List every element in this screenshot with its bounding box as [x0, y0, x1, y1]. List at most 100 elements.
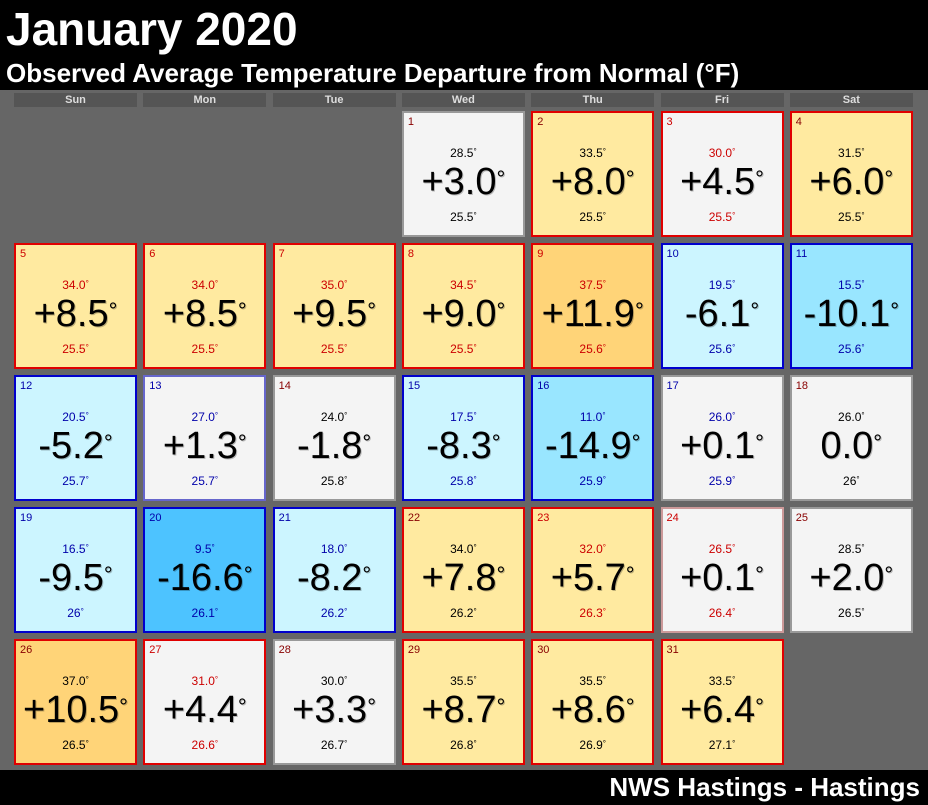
normal-temp: 25.6°: [792, 342, 911, 356]
departure: +9.5°: [275, 293, 394, 336]
observed-temp: 15.5°: [792, 278, 911, 292]
observed-temp: 33.5°: [663, 674, 782, 688]
departure-value: +3.0: [421, 161, 497, 203]
normal-value: 25.9: [579, 474, 603, 488]
degree-symbol: °: [108, 298, 118, 323]
degree-symbol: °: [367, 694, 377, 719]
departure: +8.5°: [145, 293, 264, 336]
departure-value: -16.6: [157, 557, 244, 599]
day-cell: 26 37.0° +10.5° 26.5°: [14, 639, 137, 765]
day-number: 5: [20, 248, 27, 260]
normal-temp: 25.5°: [404, 342, 523, 356]
day-cell: 8 34.5° +9.0° 25.5°: [401, 243, 525, 369]
observed-value: 26.0: [838, 410, 862, 424]
normal-value: 25.5: [62, 342, 86, 356]
departure: +8.0°: [533, 161, 652, 204]
departure-value: +1.3: [162, 425, 238, 467]
degree-symbol: °: [625, 694, 635, 719]
day-number: 9: [537, 248, 544, 260]
day-number: 13: [149, 380, 162, 392]
degree-symbol: °: [602, 607, 606, 616]
degree-symbol: °: [861, 147, 865, 156]
degree-symbol: °: [755, 430, 764, 455]
degree-symbol: °: [755, 166, 764, 191]
degree-symbol: °: [344, 607, 348, 616]
day-cell: 18 26.0° 0.0° 26°: [789, 375, 913, 501]
normal-value: 25.7: [62, 474, 86, 488]
departure-value: -8.3: [426, 425, 492, 467]
degree-symbol: °: [732, 475, 736, 484]
day-number: 15: [407, 380, 421, 392]
observed-temp: 37.5°: [533, 278, 652, 292]
degree-symbol: °: [602, 343, 606, 352]
day-cell: 23 32.0° +5.7° 26.3°: [531, 507, 655, 633]
degree-symbol: °: [473, 675, 477, 684]
normal-temp: 27.1°: [663, 738, 782, 752]
departure-value: 0.0: [820, 425, 874, 467]
departure: +3.3°: [275, 689, 394, 732]
degree-symbol: °: [625, 562, 635, 587]
day-number: 26: [20, 644, 33, 656]
normal-temp: 25.8°: [404, 474, 523, 488]
departure: -8.2°: [275, 557, 394, 600]
day-cell: 21 18.0° -8.2° 26.2°: [272, 507, 396, 633]
degree-symbol: °: [755, 562, 764, 587]
normal-value: 25.5: [320, 342, 345, 356]
normal-temp: 25.5°: [792, 210, 911, 224]
day-number: 10: [666, 248, 679, 260]
degree-symbol: °: [861, 411, 865, 420]
degree-symbol: °: [214, 739, 219, 748]
degree-symbol: °: [732, 147, 736, 156]
departure: +0.1°: [663, 557, 782, 600]
normal-temp: 25.5°: [16, 342, 135, 356]
degree-symbol: °: [362, 430, 372, 455]
day-number: 16: [537, 380, 550, 392]
departure: -1.8°: [275, 425, 394, 468]
departure: +4.5°: [663, 161, 782, 204]
departure-value: +4.4: [162, 689, 238, 731]
degree-symbol: °: [214, 675, 219, 684]
observed-temp: 26.0°: [792, 410, 911, 424]
degree-symbol: °: [602, 211, 606, 220]
normal-value: 26.2: [320, 606, 345, 620]
degree-symbol: °: [80, 607, 84, 616]
degree-symbol: °: [85, 475, 89, 484]
day-number: 21: [278, 512, 291, 524]
normal-temp: 25.8°: [275, 474, 394, 488]
observed-value: 9.5: [194, 542, 212, 556]
day-cell: 22 34.0° +7.8° 26.2°: [401, 507, 525, 633]
degree-symbol: °: [214, 343, 219, 352]
degree-symbol: °: [214, 411, 219, 420]
observed-value: 16.5: [62, 542, 86, 556]
departure: +0.1°: [663, 425, 782, 468]
degree-symbol: °: [732, 543, 736, 552]
departure-value: +2.0: [809, 557, 885, 599]
normal-value: 26.5: [838, 606, 862, 620]
day-cell: 19 16.5° -9.5° 26°: [14, 507, 137, 633]
degree-symbol: °: [344, 411, 348, 420]
normal-temp: 25.6°: [663, 342, 782, 356]
degree-symbol: °: [873, 430, 883, 455]
observed-value: 37.5: [579, 278, 603, 292]
day-cell: 15 17.5° -8.3° 25.8°: [401, 375, 525, 501]
departure-value: +6.4: [680, 689, 756, 731]
day-cell: 20 9.5° -16.6° 26.1°: [143, 507, 267, 633]
observed-temp: 9.5°: [145, 542, 264, 556]
observed-temp: 35.5°: [404, 674, 523, 688]
weekday-header: Thu: [531, 93, 655, 107]
day-cell: 2 33.5° +8.0° 25.5°: [531, 111, 655, 237]
normal-value: 26.3: [579, 606, 603, 620]
observed-value: 33.5: [708, 674, 733, 688]
normal-value: 26.4: [708, 606, 733, 620]
day-number: 17: [666, 380, 679, 392]
departure-value: +9.0: [421, 293, 497, 335]
degree-symbol: °: [861, 543, 865, 552]
departure-value: +3.3: [292, 689, 368, 731]
degree-symbol: °: [237, 430, 247, 455]
day-cell: 7 35.0° +9.5° 25.5°: [272, 243, 396, 369]
observed-value: 32.0: [579, 542, 603, 556]
observed-value: 34.5: [450, 278, 474, 292]
departure-value: +8.0: [550, 161, 626, 203]
departure-value: +9.5: [292, 293, 368, 335]
departure-value: -1.8: [296, 425, 363, 467]
